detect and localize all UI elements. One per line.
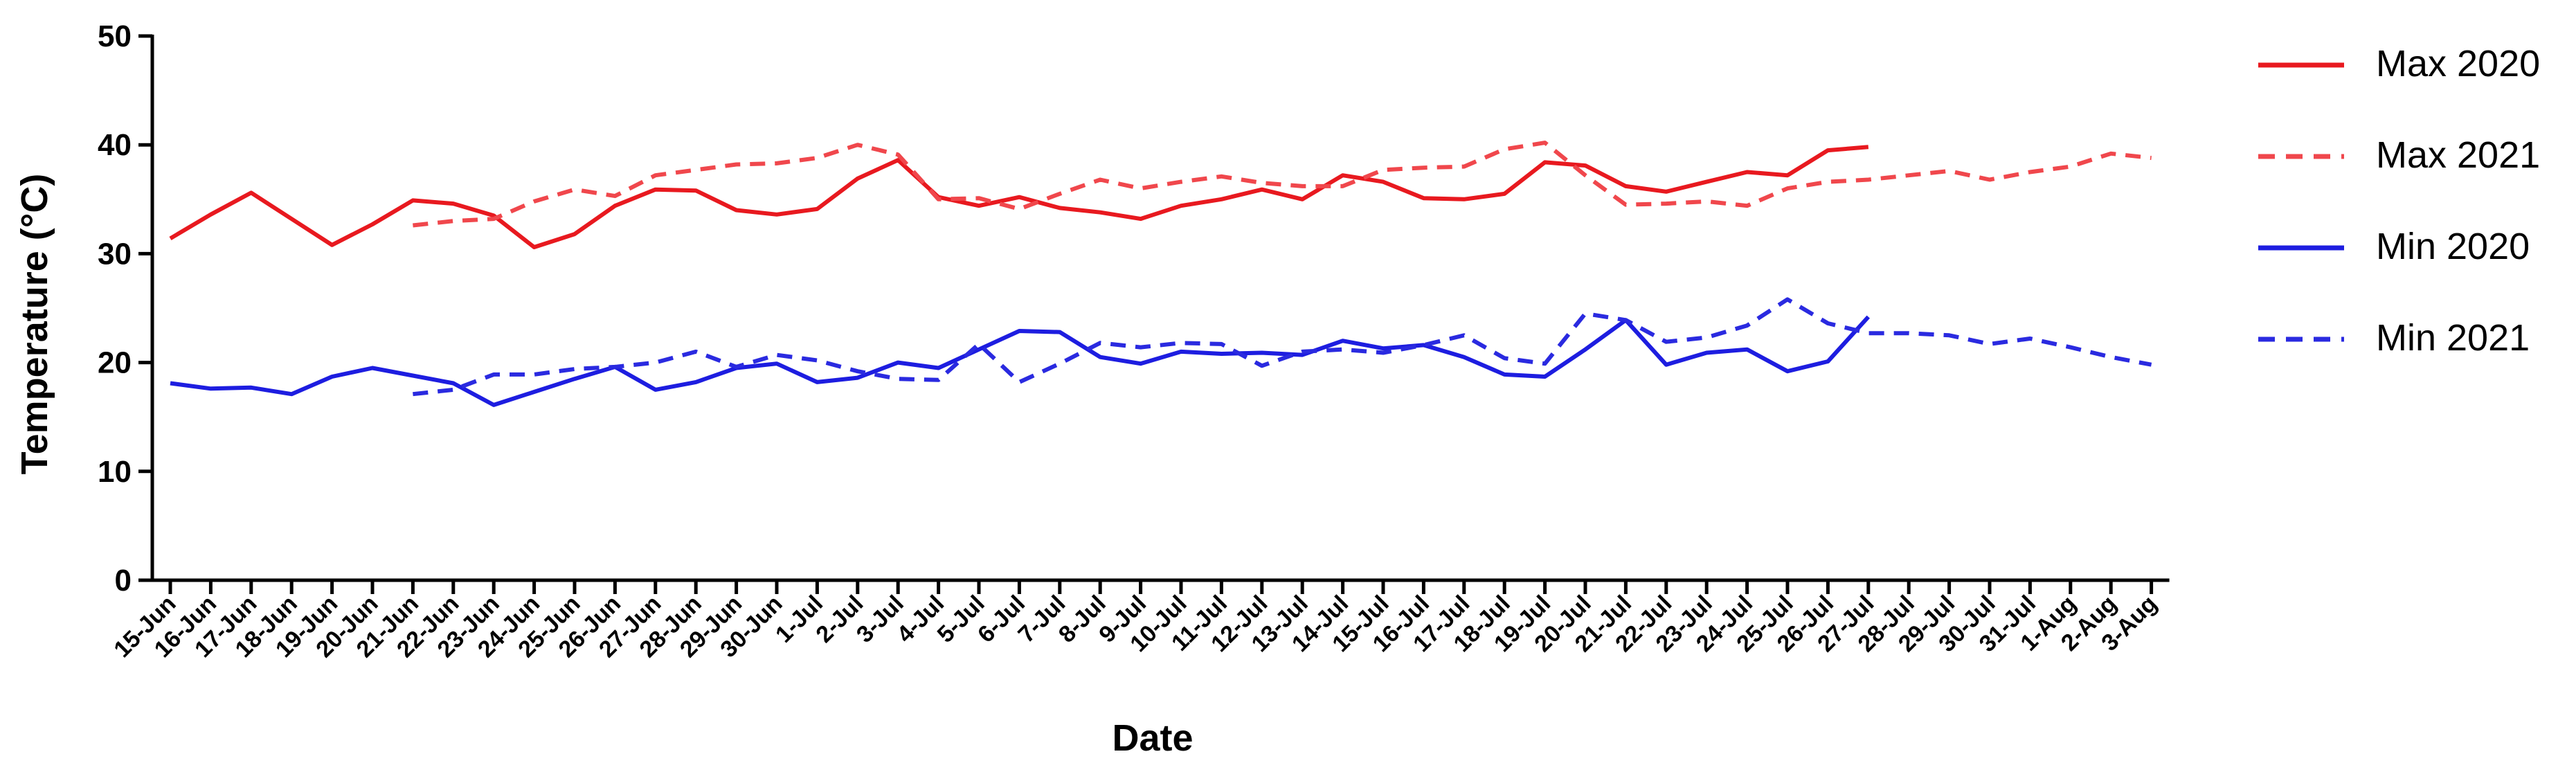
legend-label: Max 2021 bbox=[2376, 134, 2540, 176]
x-tick-label: 7-Jul bbox=[1013, 591, 1070, 648]
x-tick-label: 4-Jul bbox=[892, 591, 949, 648]
x-tick-label: 6-Jul bbox=[973, 591, 1030, 648]
series-line-min-2020 bbox=[170, 315, 1871, 407]
legend-label: Min 2021 bbox=[2376, 317, 2530, 359]
x-tick-label: 3-Jul bbox=[852, 591, 909, 648]
x-axis-title: Date bbox=[1112, 717, 1193, 759]
x-tick-label: 2-Jul bbox=[811, 591, 868, 648]
x-tick-label: 5-Jul bbox=[933, 591, 990, 648]
y-tick-label: 40 bbox=[98, 128, 132, 162]
x-tick-label: 1-Jul bbox=[771, 591, 828, 648]
y-axis: 0 10 20 30 40 50 bbox=[98, 19, 154, 598]
y-tick-label: 10 bbox=[98, 455, 132, 489]
series-line-max-2020 bbox=[169, 145, 1869, 249]
legend-label: Max 2020 bbox=[2376, 43, 2540, 84]
plot-lines bbox=[169, 141, 2152, 407]
series-line-max-2021 bbox=[413, 141, 2152, 228]
y-tick-label: 50 bbox=[98, 19, 132, 53]
y-tick-label: 0 bbox=[115, 564, 132, 598]
y-axis-title: Temperature (°C) bbox=[14, 174, 55, 475]
y-tick-label: 20 bbox=[98, 346, 132, 380]
series-line-min-2021 bbox=[413, 297, 2152, 397]
x-tick-label: 8-Jul bbox=[1054, 591, 1111, 648]
y-tick-label: 30 bbox=[98, 237, 132, 271]
x-axis: 15-Jun16-Jun17-Jun18-Jun19-Jun20-Jun21-J… bbox=[109, 578, 2170, 663]
legend-label: Min 2020 bbox=[2376, 226, 2530, 267]
legend: Max 2020 Max 2021 Min 2020 Min 2021 bbox=[2258, 43, 2540, 359]
